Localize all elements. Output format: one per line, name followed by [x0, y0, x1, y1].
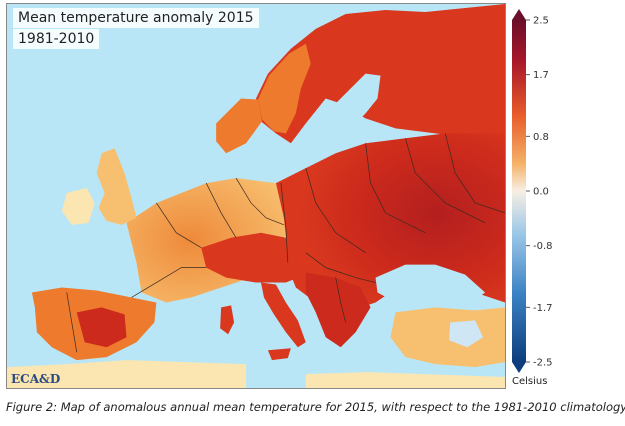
eca-d-logo: ECA&D	[11, 372, 61, 386]
colorbar-tick-label: -0.8	[533, 241, 553, 252]
balkans-region	[305, 272, 371, 348]
italy-region	[260, 282, 306, 348]
north-africa-east	[305, 372, 505, 388]
colorbar-tick-label: -2.5	[533, 358, 553, 369]
colorbar-top-arrow	[512, 9, 526, 20]
north-africa-region	[7, 360, 247, 388]
turkey-cool-spot	[449, 320, 484, 348]
baltic-sea	[315, 73, 381, 154]
ireland	[61, 188, 95, 225]
map-subtitle-period: 1981-2010	[13, 29, 100, 49]
alps-region	[201, 232, 311, 283]
colorbar-tick-label: 1.7	[533, 70, 549, 81]
legend-unit-label: Celsius	[512, 376, 548, 387]
color-legend: 2.5 1.7 0.8 0.0 -0.8 -1.7 -2.5	[505, 3, 623, 389]
eastern-europe-region	[275, 133, 505, 313]
iberia-hot-spot	[76, 307, 127, 348]
colorbar-tick-label: 0.8	[533, 132, 549, 143]
sardinia	[220, 305, 235, 335]
colorbar-gradient	[512, 20, 526, 362]
scandinavia-region	[256, 4, 505, 144]
temperature-anomaly-map: Mean temperature anomaly 2015 1981-2010 …	[6, 3, 506, 389]
colorbar-tick-label: -1.7	[533, 303, 553, 314]
figure-caption: Figure 2: Map of anomalous annual mean t…	[6, 400, 625, 414]
colorbar-tick-label: 0.0	[533, 187, 549, 198]
country-borders	[66, 133, 505, 353]
scandinavia-west	[257, 43, 311, 134]
map-title: Mean temperature anomaly 2015	[13, 8, 259, 28]
colorbar-tick-label: 2.5	[533, 16, 549, 27]
black-sea	[375, 264, 486, 308]
turkey-region	[390, 307, 505, 368]
great-britain	[96, 148, 137, 225]
sicily	[267, 348, 291, 361]
norway-coast	[216, 98, 262, 154]
map-canvas	[7, 4, 505, 388]
colorbar: 2.5 1.7 0.8 0.0 -0.8 -1.7 -2.5	[512, 9, 553, 373]
colorbar-ticks: 2.5 1.7 0.8 0.0 -0.8 -1.7 -2.5	[526, 16, 553, 369]
colorbar-bottom-arrow	[512, 362, 526, 373]
